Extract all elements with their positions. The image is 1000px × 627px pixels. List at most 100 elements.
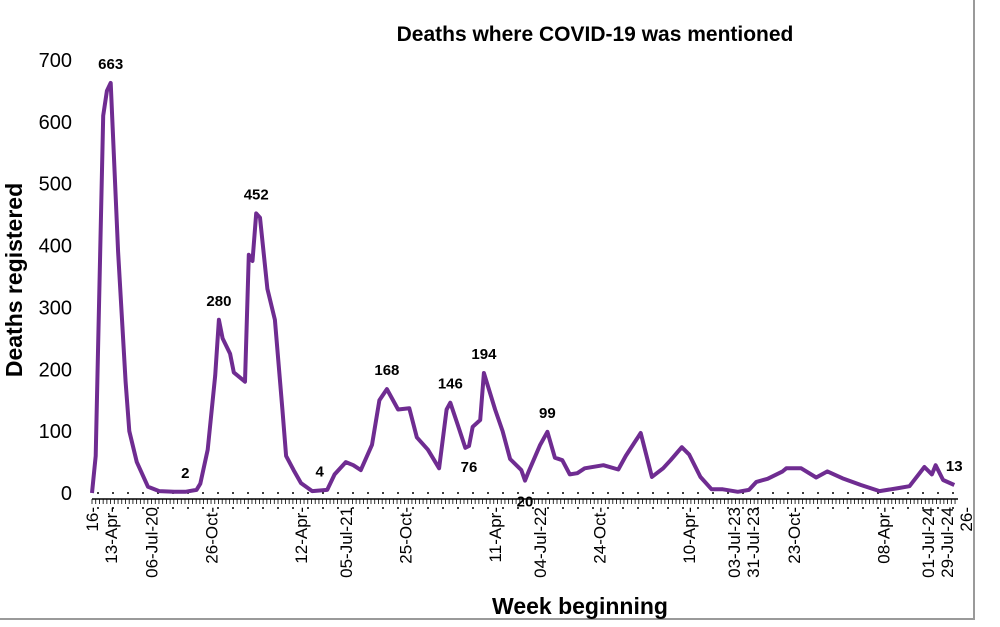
baseline-dot — [397, 492, 399, 494]
tick-dot — [262, 507, 264, 509]
data-label: 280 — [206, 293, 231, 310]
tick-dot — [487, 507, 489, 509]
y-tick-label: 0 — [61, 483, 72, 505]
tick-dot — [787, 507, 789, 509]
tick-dot — [427, 507, 429, 509]
baseline-dot — [757, 492, 759, 494]
x-tick-label: 04-Jul-22 — [531, 507, 550, 578]
y-axis-ticks: 0 100 200 300 400 500 600 700 — [39, 50, 72, 505]
data-label: 452 — [244, 186, 269, 203]
tick-dot — [352, 507, 354, 509]
data-label: 76 — [461, 459, 478, 476]
tick-dot — [697, 507, 699, 509]
tick-dot — [937, 507, 939, 509]
y-tick-label: 300 — [39, 297, 72, 319]
tick-dot — [742, 507, 744, 509]
baseline-dot — [142, 492, 144, 494]
tick-dot — [847, 507, 849, 509]
tick-dot — [712, 507, 714, 509]
baseline-dot — [892, 492, 894, 494]
y-tick-label: 600 — [39, 112, 72, 134]
baseline-dot — [787, 492, 789, 494]
tick-dot — [457, 507, 459, 509]
tick-dot — [892, 507, 894, 509]
tick-dot — [112, 507, 114, 509]
tick-dot — [187, 507, 189, 509]
baseline-dot — [667, 492, 669, 494]
x-tick-label: 13-Apr- — [102, 507, 121, 564]
baseline-dot — [427, 492, 429, 494]
baseline-dot — [907, 492, 909, 494]
x-tick-label: 12-Apr- — [292, 507, 311, 564]
data-label: 4 — [316, 464, 325, 481]
data-label: 146 — [438, 376, 463, 393]
tick-dot — [157, 507, 159, 509]
tick-dot — [772, 507, 774, 509]
baseline-dot — [352, 492, 354, 494]
tick-dot — [922, 507, 924, 509]
tick-dot — [517, 507, 519, 509]
x-tick-label: 06-Jul-20 — [143, 507, 162, 578]
baseline-dot — [802, 492, 804, 494]
baseline-dot — [412, 492, 414, 494]
baseline-dot — [367, 492, 369, 494]
y-tick-label: 700 — [39, 50, 72, 72]
baseline-dot — [487, 492, 489, 494]
baseline-dot — [472, 492, 474, 494]
tick-dot — [682, 507, 684, 509]
tick-dot — [562, 507, 564, 509]
baseline-dot — [952, 492, 954, 494]
tick-dot — [97, 507, 99, 509]
tick-dot — [802, 507, 804, 509]
x-tick-label: 25-Oct- — [397, 507, 416, 564]
tick-dot — [172, 507, 174, 509]
x-tick-label: 03-Jul-23 — [725, 507, 744, 578]
chart-frame — [0, 0, 975, 620]
tick-dot — [637, 507, 639, 509]
x-tick-label: 26-Oct- — [202, 507, 221, 564]
tick-dot — [727, 507, 729, 509]
tick-dot — [832, 507, 834, 509]
x-axis-ticks: 16- 13-Apr- 06-Jul-20 26-Oct- 12-Apr- 05-Jul-… — [83, 507, 976, 578]
baseline-dot — [322, 492, 324, 494]
tick-dot — [757, 507, 759, 509]
baseline-dot — [817, 492, 819, 494]
baseline-dot — [442, 492, 444, 494]
baseline-dot — [847, 492, 849, 494]
baseline-dot — [232, 492, 234, 494]
baseline-dot — [262, 492, 264, 494]
baseline-dot — [937, 492, 939, 494]
x-tick-label: 24-Oct- — [591, 507, 610, 564]
baseline-dot — [922, 492, 924, 494]
data-label: 663 — [98, 56, 123, 73]
tick-dot — [817, 507, 819, 509]
tick-dot — [247, 507, 249, 509]
tick-dot — [502, 507, 504, 509]
series-line — [90, 80, 956, 494]
tick-dot — [322, 507, 324, 509]
tick-dot — [907, 507, 909, 509]
x-tick-label: 10-Apr- — [680, 507, 699, 564]
x-tick-label: 29-Jul-24 — [938, 507, 957, 578]
baseline-dot — [127, 492, 129, 494]
tick-dot — [952, 507, 954, 509]
x-axis — [91, 492, 958, 509]
baseline-dot — [547, 492, 549, 494]
tick-dot — [862, 507, 864, 509]
baseline-dot — [727, 492, 729, 494]
tick-dot — [667, 507, 669, 509]
tick-dot — [232, 507, 234, 509]
x-tick-label: 01-Jul-24 — [919, 507, 938, 578]
tick-dot — [382, 507, 384, 509]
baseline-dot — [697, 492, 699, 494]
tick-dot — [142, 507, 144, 509]
x-tick-label: 11-Apr- — [486, 507, 505, 562]
tick-dot — [397, 507, 399, 509]
tick-dot — [217, 507, 219, 509]
data-label: 194 — [471, 346, 497, 363]
baseline-dot — [502, 492, 504, 494]
baseline-dot — [112, 492, 114, 494]
baseline-dot — [577, 492, 579, 494]
x-tick-label: 23-Oct- — [785, 507, 804, 564]
data-label: 2 — [181, 465, 189, 482]
